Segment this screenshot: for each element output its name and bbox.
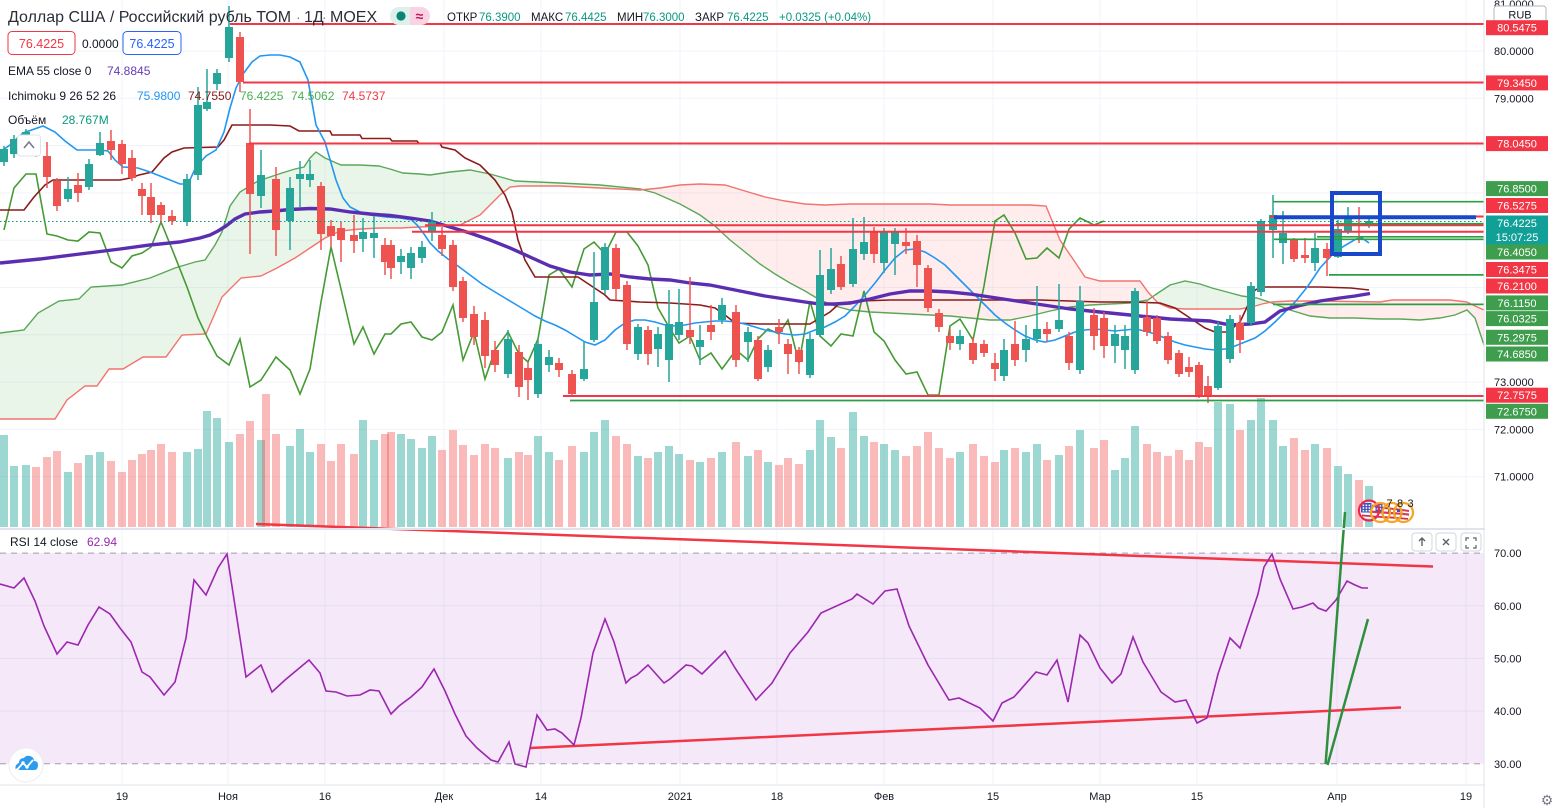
svg-text:MOEX: MOEX <box>330 9 377 26</box>
svg-text:≈: ≈ <box>416 8 424 24</box>
svg-text:3: 3 <box>1408 498 1414 510</box>
svg-text:15: 15 <box>987 791 999 803</box>
svg-text:ЗАКР: ЗАКР <box>695 12 724 24</box>
svg-text:1Д: 1Д <box>304 9 324 26</box>
svg-text:74.5062: 74.5062 <box>291 89 335 103</box>
svg-text:76.8500: 76.8500 <box>1497 184 1537 196</box>
svg-text:76.4225: 76.4225 <box>129 37 174 51</box>
svg-text:Ноя: Ноя <box>218 791 238 803</box>
svg-text:0.0000: 0.0000 <box>82 37 119 51</box>
svg-text:Фев: Фев <box>874 791 894 803</box>
svg-text:Доллар США / Российский рубль: Доллар США / Российский рубль ТОМ <box>8 9 291 26</box>
svg-text:76.4225: 76.4225 <box>19 37 64 51</box>
svg-text:50.00: 50.00 <box>1494 654 1522 666</box>
svg-text:Ichimoku 9 26 52 26: Ichimoku 9 26 52 26 <box>8 89 116 103</box>
svg-text:76.4225: 76.4225 <box>240 89 284 103</box>
svg-text:2021: 2021 <box>668 791 692 803</box>
svg-text:76.5275: 76.5275 <box>1497 201 1537 213</box>
svg-text:Мар: Мар <box>1089 791 1111 803</box>
svg-text:74.6850: 74.6850 <box>1497 349 1537 361</box>
svg-text:76.4225: 76.4225 <box>1497 218 1537 230</box>
svg-text:16: 16 <box>319 791 331 803</box>
svg-text:14: 14 <box>535 791 547 803</box>
svg-text:62.94: 62.94 <box>87 535 117 549</box>
svg-text:72.7575: 72.7575 <box>1497 390 1537 402</box>
svg-text:79.3450: 79.3450 <box>1497 78 1537 90</box>
svg-text:76.4425: 76.4425 <box>565 12 607 24</box>
svg-text:76.4225: 76.4225 <box>727 12 769 24</box>
svg-text:76.0325: 76.0325 <box>1497 314 1537 326</box>
svg-text:74.5737: 74.5737 <box>342 89 386 103</box>
svg-text:15: 15 <box>1191 791 1203 803</box>
svg-text:76.1150: 76.1150 <box>1498 298 1537 310</box>
svg-text:15:07:25: 15:07:25 <box>1496 232 1539 244</box>
svg-text:73.0000: 73.0000 <box>1494 377 1534 389</box>
svg-text:76.4050: 76.4050 <box>1497 247 1537 259</box>
svg-text:RSI 14 close: RSI 14 close <box>10 535 78 549</box>
svg-text:60.00: 60.00 <box>1494 601 1522 613</box>
svg-text:74.7550: 74.7550 <box>188 89 232 103</box>
svg-text:·: · <box>322 9 327 25</box>
svg-text:ОТКР: ОТКР <box>447 12 478 24</box>
svg-text:72.6750: 72.6750 <box>1497 406 1537 418</box>
svg-text:18: 18 <box>771 791 783 803</box>
svg-text:80.0000: 80.0000 <box>1494 46 1534 58</box>
svg-text:28.767M: 28.767M <box>62 113 109 127</box>
svg-text:79.0000: 79.0000 <box>1494 93 1534 105</box>
svg-text:78.0450: 78.0450 <box>1497 139 1537 151</box>
svg-text:EMA 55 close 0: EMA 55 close 0 <box>8 64 92 78</box>
svg-text:19: 19 <box>1460 791 1472 803</box>
svg-text:75.9800: 75.9800 <box>137 89 181 103</box>
svg-text:19: 19 <box>116 791 128 803</box>
svg-text:76.3000: 76.3000 <box>643 12 685 24</box>
svg-text:·: · <box>296 9 301 25</box>
svg-text:76.2100: 76.2100 <box>1497 281 1537 293</box>
svg-text:40.00: 40.00 <box>1494 706 1522 718</box>
svg-text:70.00: 70.00 <box>1494 548 1522 560</box>
svg-text:Дек: Дек <box>435 791 454 803</box>
svg-text:+0.0325 (+0.04%): +0.0325 (+0.04%) <box>779 12 871 24</box>
svg-text:71.0000: 71.0000 <box>1494 472 1534 484</box>
svg-text:80.5475: 80.5475 <box>1497 23 1537 35</box>
svg-text:75.2975: 75.2975 <box>1497 332 1537 344</box>
svg-text:МИН: МИН <box>617 12 643 24</box>
svg-text:8: 8 <box>1397 498 1403 510</box>
svg-text:76.3900: 76.3900 <box>479 12 521 24</box>
svg-text:74.8845: 74.8845 <box>107 64 151 78</box>
svg-text:72.0000: 72.0000 <box>1494 424 1534 436</box>
svg-text:МАКС: МАКС <box>531 12 563 24</box>
svg-text:76.3475: 76.3475 <box>1497 265 1537 277</box>
svg-text:Апр: Апр <box>1327 791 1346 803</box>
svg-text:7: 7 <box>1387 498 1393 510</box>
svg-text:Объём: Объём <box>8 113 46 127</box>
svg-text:30.00: 30.00 <box>1494 759 1522 771</box>
svg-text:⚙: ⚙ <box>1541 792 1554 808</box>
svg-text:RUB: RUB <box>1508 10 1531 22</box>
